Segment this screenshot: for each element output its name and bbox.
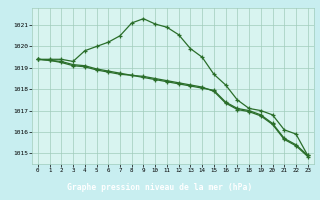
Text: Graphe pression niveau de la mer (hPa): Graphe pression niveau de la mer (hPa) <box>68 184 252 192</box>
